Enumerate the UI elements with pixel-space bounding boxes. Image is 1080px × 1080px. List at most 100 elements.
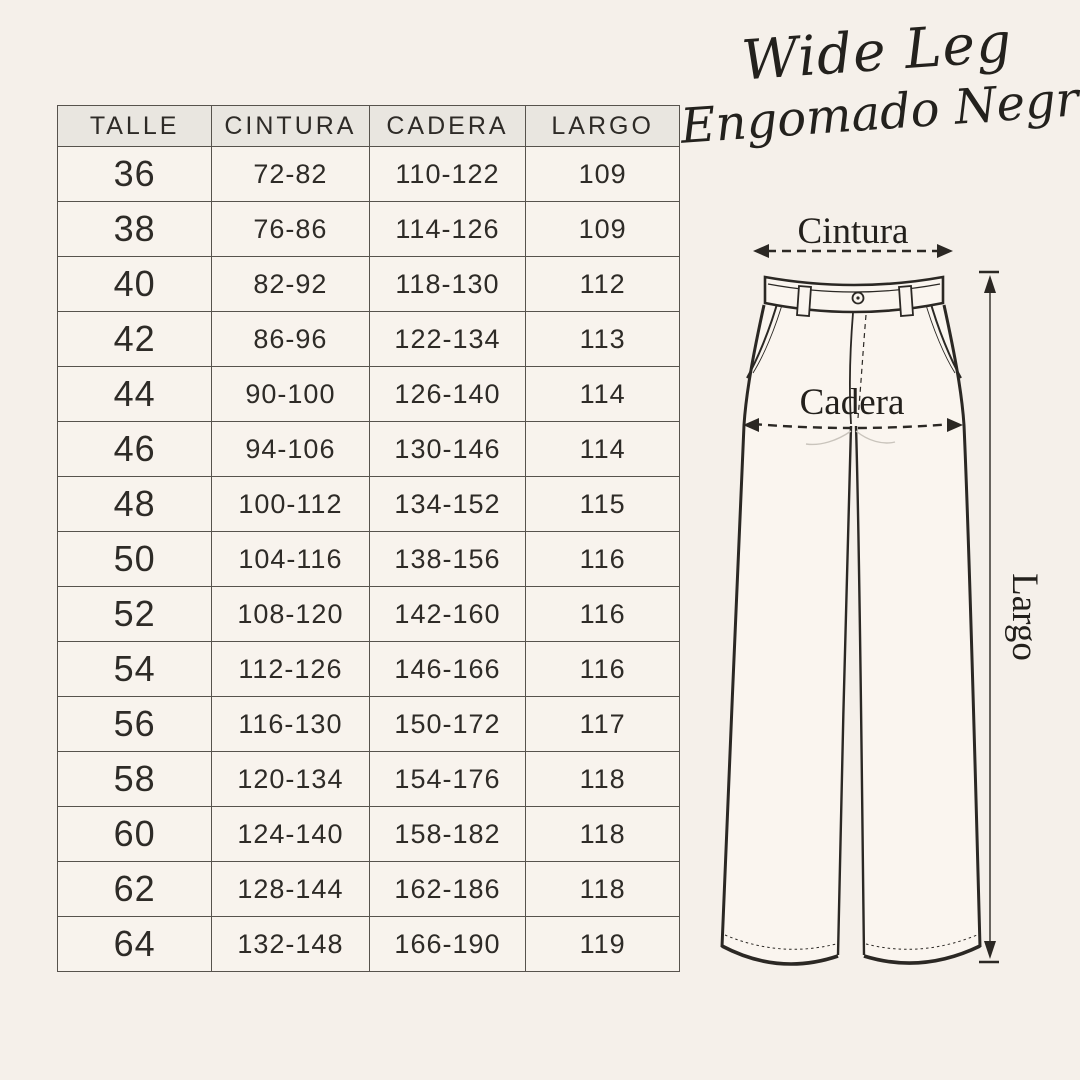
cell-largo: 109: [525, 146, 680, 202]
cell-talle: 64: [56, 916, 213, 972]
table-row: 54 112-126 146-166 116: [56, 641, 680, 697]
table-row: 46 94-106 130-146 114: [56, 421, 680, 477]
cell-largo: 109: [525, 201, 680, 257]
cell-largo: 118: [525, 861, 680, 917]
cell-cadera: 154-176: [368, 751, 527, 807]
fly-stitch: [857, 314, 867, 419]
cell-cadera: 150-172: [368, 696, 527, 752]
left-hem-stitch: [724, 934, 837, 950]
cell-cadera: 158-182: [368, 806, 527, 862]
crotch-wrinkle-right: [855, 430, 896, 444]
cell-cintura: 132-148: [211, 916, 370, 972]
cell-talle: 54: [56, 641, 213, 697]
table-row: 58 120-134 154-176 118: [56, 751, 680, 807]
size-table-container: TALLE CINTURA CADERA LARGO 36 72-82 110-…: [56, 105, 680, 972]
cell-talle: 50: [56, 531, 213, 587]
cell-talle: 56: [56, 696, 213, 752]
left-pocket-opening: [746, 296, 780, 379]
right-hem-stitch: [865, 934, 978, 950]
cell-cintura: 90-100: [211, 366, 370, 422]
cell-cadera: 130-146: [368, 421, 527, 477]
cell-largo: 118: [525, 806, 680, 862]
cell-largo: 113: [525, 311, 680, 367]
cell-talle: 62: [56, 861, 213, 917]
cell-cadera: 138-156: [368, 531, 527, 587]
cell-largo: 112: [525, 256, 680, 312]
right-pocket-opening: [928, 296, 962, 379]
cell-cintura: 108-120: [211, 586, 370, 642]
cell-cintura: 124-140: [211, 806, 370, 862]
table-row: 40 82-92 118-130 112: [56, 256, 680, 312]
cell-largo: 115: [525, 476, 680, 532]
cell-largo: 116: [525, 586, 680, 642]
cell-largo: 119: [525, 916, 680, 972]
cell-talle: 36: [56, 146, 213, 202]
waist-measure-arrow: [753, 244, 953, 258]
belt-loop-right: [898, 285, 914, 317]
cell-cadera: 134-152: [368, 476, 527, 532]
table-row: 50 104-116 138-156 116: [56, 531, 680, 587]
cell-talle: 60: [56, 806, 213, 862]
cell-cadera: 118-130: [368, 256, 527, 312]
table-row: 48 100-112 134-152 115: [56, 476, 680, 532]
pants-body: [722, 304, 980, 965]
cell-largo: 114: [525, 366, 680, 422]
fly-seam: [849, 312, 854, 425]
table-row: 44 90-100 126-140 114: [56, 366, 680, 422]
cell-cadera: 142-160: [368, 586, 527, 642]
table-row: 52 108-120 142-160 116: [56, 586, 680, 642]
right-pocket-stitch: [923, 297, 956, 374]
table-row: 36 72-82 110-122 109: [56, 146, 680, 202]
cell-cintura: 120-134: [211, 751, 370, 807]
cell-cintura: 94-106: [211, 421, 370, 477]
cell-cintura: 86-96: [211, 311, 370, 367]
table-row: 64 132-148 166-190 119: [56, 916, 680, 972]
cell-largo: 114: [525, 421, 680, 477]
table-row: 42 86-96 122-134 113: [56, 311, 680, 367]
cell-cadera: 162-186: [368, 861, 527, 917]
length-label: Largo: [1004, 573, 1045, 661]
cell-cadera: 110-122: [368, 146, 527, 202]
waistband-inner-edge: [767, 283, 941, 293]
crotch-wrinkle-left: [805, 430, 852, 446]
cell-talle: 44: [56, 366, 213, 422]
hip-measure-arrow: [743, 418, 963, 432]
table-row: 60 124-140 158-182 118: [56, 806, 680, 862]
cell-talle: 58: [56, 751, 213, 807]
right-hem: [863, 944, 981, 965]
cell-largo: 116: [525, 531, 680, 587]
cell-cadera: 122-134: [368, 311, 527, 367]
cell-talle: 40: [56, 256, 213, 312]
table-row: 62 128-144 162-186 118: [56, 861, 680, 917]
right-inner-seam: [854, 425, 866, 956]
cell-talle: 42: [56, 311, 213, 367]
cell-largo: 118: [525, 751, 680, 807]
column-header-cintura: CINTURA: [211, 105, 370, 147]
waist-label: Cintura: [798, 211, 909, 252]
table-row: 38 76-86 114-126 109: [56, 201, 680, 257]
cell-cadera: 146-166: [368, 641, 527, 697]
cell-cadera: 126-140: [368, 366, 527, 422]
cell-cintura: 100-112: [211, 476, 370, 532]
cell-cadera: 114-126: [368, 201, 527, 257]
left-hem: [721, 944, 839, 966]
hip-label: Cadera: [800, 382, 905, 423]
cell-cintura: 112-126: [211, 641, 370, 697]
pants-diagram: Cintura: [720, 211, 1045, 966]
column-header-cadera: CADERA: [368, 105, 527, 147]
size-table: TALLE CINTURA CADERA LARGO 36 72-82 110-…: [56, 105, 680, 972]
cell-largo: 116: [525, 641, 680, 697]
cell-cintura: 82-92: [211, 256, 370, 312]
length-measure-line: [979, 270, 999, 964]
product-title: Wide Leg Engomado Negro: [674, 6, 1080, 157]
cell-cintura: 76-86: [211, 201, 370, 257]
left-pocket-stitch: [752, 297, 785, 374]
table-row: 56 116-130 150-172 117: [56, 696, 680, 752]
cell-cintura: 116-130: [211, 696, 370, 752]
table-header-row: TALLE CINTURA CADERA LARGO: [56, 105, 680, 147]
cell-cintura: 72-82: [211, 146, 370, 202]
cell-largo: 117: [525, 696, 680, 752]
cell-cintura: 104-116: [211, 531, 370, 587]
belt-loop-left: [796, 285, 812, 317]
